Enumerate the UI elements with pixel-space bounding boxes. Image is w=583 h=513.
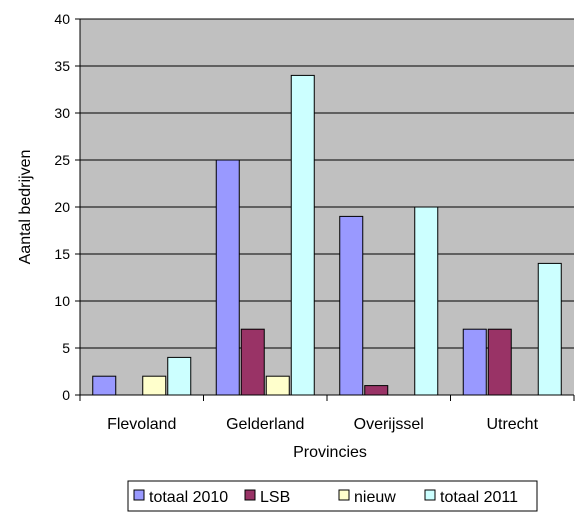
x-tick-label: Gelderland (226, 416, 304, 433)
x-tick-label: Flevoland (107, 416, 176, 433)
y-tick-label: 15 (54, 246, 70, 262)
bar (142, 375, 167, 396)
x-tick-label: Utrecht (486, 416, 538, 433)
y-tick-label: 40 (54, 11, 70, 27)
bar (414, 206, 439, 396)
y-axis-title: Aantal bedrijven (17, 150, 34, 265)
y-tick-label: 20 (54, 199, 70, 215)
bar (537, 262, 562, 396)
legend-label: nieuw (354, 489, 396, 506)
legend-swatch (338, 489, 350, 501)
legend-swatch (244, 489, 256, 501)
y-tick-label: 30 (54, 105, 70, 121)
bar (215, 159, 240, 396)
x-axis-title: Provincies (293, 444, 367, 461)
bar (487, 328, 512, 396)
legend-label: totaal 2011 (440, 489, 518, 506)
bar (339, 215, 364, 396)
legend: totaal 2010 LSB nieuw totaal 2011 (127, 480, 538, 512)
y-tick-label: 25 (54, 152, 70, 168)
legend-swatch (424, 489, 436, 501)
y-tick-label: 35 (54, 58, 70, 74)
legend-box (127, 480, 538, 512)
x-tick-labels: Flevoland Gelderland Overijssel Utrecht (107, 416, 539, 433)
bar (265, 375, 290, 396)
y-tick-label: 10 (54, 293, 70, 309)
bar (92, 375, 117, 396)
legend-label: LSB (260, 489, 290, 506)
legend-swatch (133, 489, 145, 501)
x-tick-label: Overijssel (354, 416, 424, 433)
bar (462, 328, 487, 396)
bar (167, 356, 192, 396)
bar (364, 385, 389, 396)
bar (290, 74, 315, 396)
y-tick-label: 5 (62, 340, 70, 356)
legend-label: totaal 2010 (149, 489, 228, 506)
y-tick-labels: 0 5 10 15 20 25 30 35 40 (54, 11, 70, 403)
gridlines (80, 18, 574, 349)
y-tick-label: 0 (62, 387, 70, 403)
axes (75, 18, 575, 401)
bar (240, 328, 265, 396)
